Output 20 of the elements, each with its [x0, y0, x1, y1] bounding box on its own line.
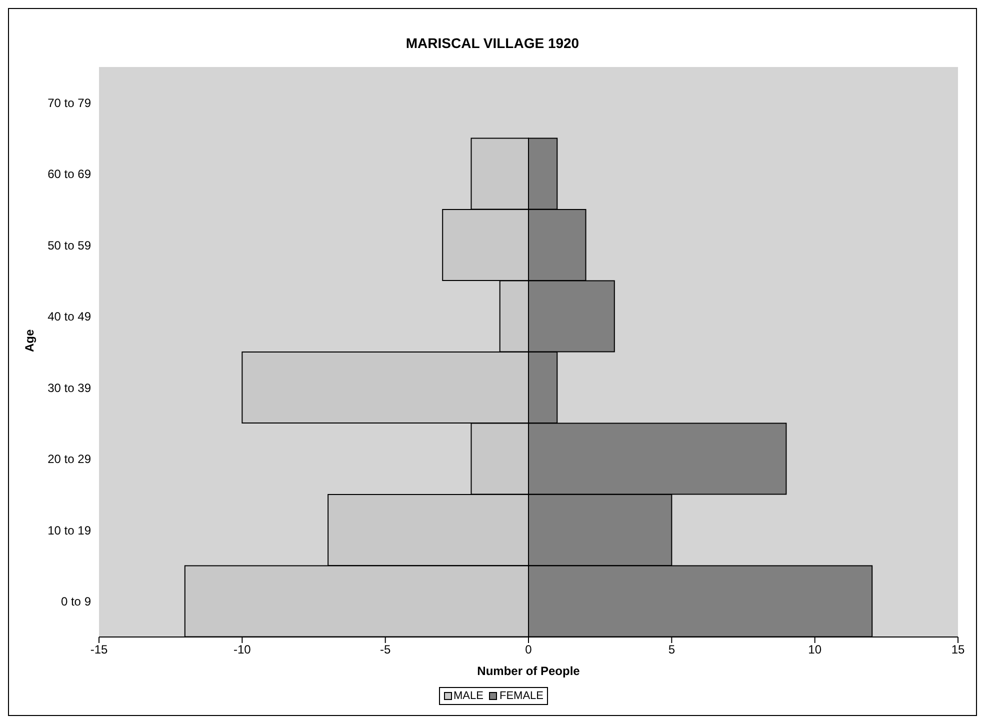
y-tick-label: 40 to 49	[48, 310, 92, 324]
y-tick-label: 70 to 79	[48, 96, 92, 110]
x-tick-label: -5	[380, 642, 391, 657]
legend-label: FEMALE	[498, 690, 544, 702]
x-tick-label: 15	[951, 642, 965, 657]
chart-title: MARISCAL VILLAGE 1920	[404, 34, 580, 53]
x-tick-label: 5	[668, 642, 676, 657]
legend-label: MALE	[452, 690, 484, 702]
y-tick-label: 20 to 29	[48, 452, 92, 466]
x-tick-label: -15	[90, 642, 108, 657]
y-tick-label: 10 to 19	[48, 523, 92, 538]
y-axis-title: Age	[22, 329, 36, 352]
y-tick-label: 60 to 69	[48, 167, 92, 182]
x-axis-title: Number of People	[477, 664, 580, 678]
y-tick-label: 30 to 39	[48, 380, 92, 395]
y-tick-label: 0 to 9	[60, 594, 92, 609]
y-tick-label: 50 to 59	[48, 238, 92, 252]
x-tick-label: 0	[525, 642, 532, 657]
x-tick-label: 10	[808, 642, 822, 657]
x-tick-label: -10	[233, 642, 252, 657]
